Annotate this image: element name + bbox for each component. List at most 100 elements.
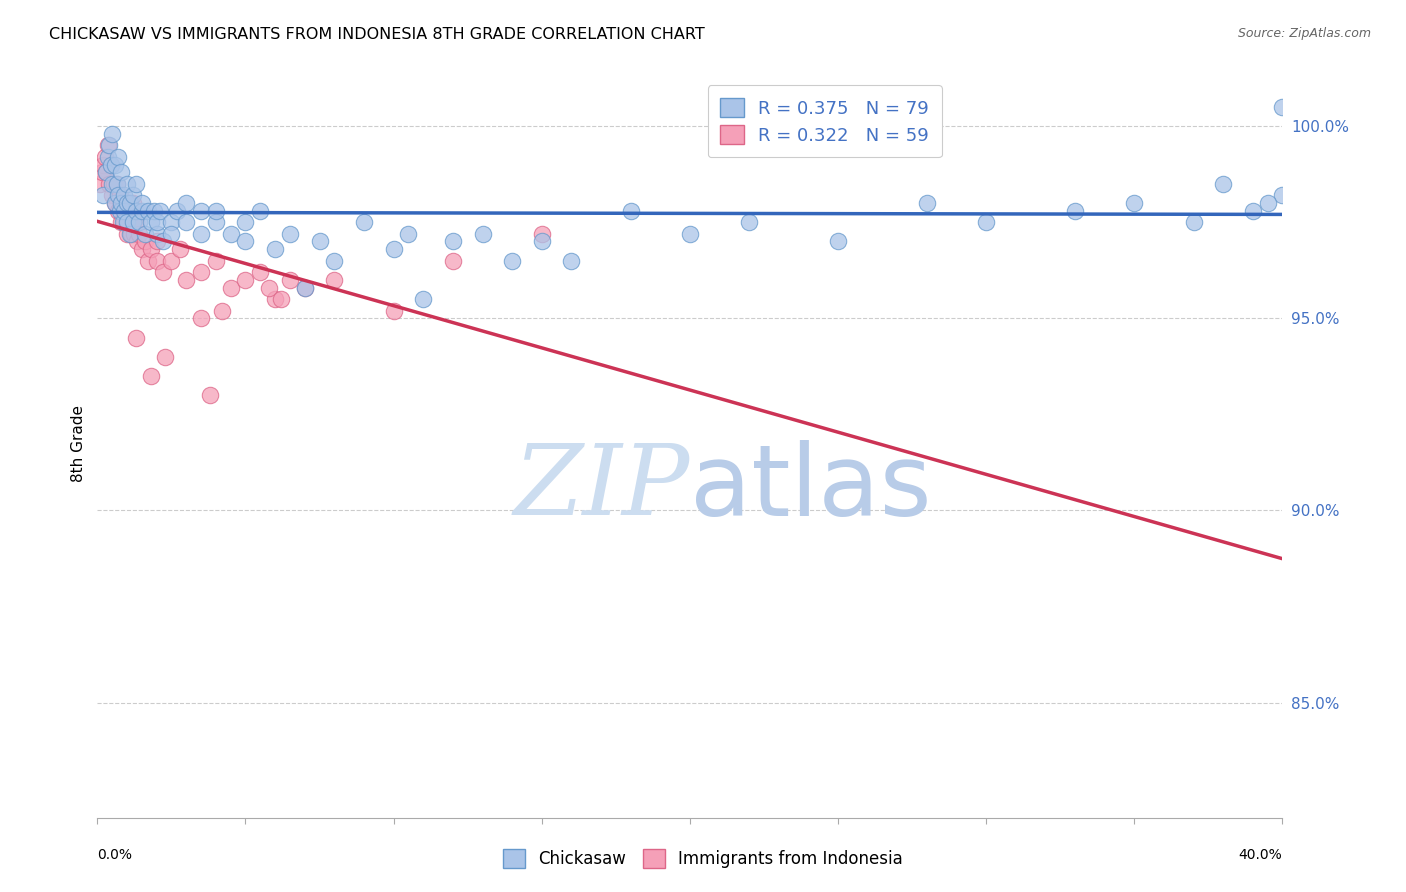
Point	[155, 350, 177, 364]
Point	[211, 303, 233, 318]
Point	[98, 177, 121, 191]
Point	[679, 227, 702, 241]
Point	[97, 138, 120, 153]
Point	[160, 227, 183, 241]
Text: Source: ZipAtlas.com: Source: ZipAtlas.com	[1237, 27, 1371, 40]
Text: CHICKASAW VS IMMIGRANTS FROM INDONESIA 8TH GRADE CORRELATION CHART: CHICKASAW VS IMMIGRANTS FROM INDONESIA 8…	[49, 27, 704, 42]
Point	[145, 235, 167, 249]
Point	[125, 177, 148, 191]
Point	[1257, 196, 1279, 211]
Point	[145, 227, 167, 241]
Point	[104, 196, 127, 211]
Point	[139, 215, 162, 229]
Point	[120, 227, 142, 241]
Point	[294, 280, 316, 294]
Point	[174, 273, 197, 287]
Point	[142, 203, 165, 218]
Point	[160, 215, 183, 229]
Point	[249, 265, 271, 279]
Point	[117, 215, 139, 229]
Point	[101, 188, 124, 202]
Point	[124, 227, 146, 241]
Point	[219, 227, 242, 241]
Point	[560, 253, 582, 268]
Point	[112, 215, 135, 229]
Point	[136, 253, 159, 268]
Point	[115, 196, 138, 211]
Point	[190, 265, 212, 279]
Point	[131, 242, 153, 256]
Point	[98, 138, 121, 153]
Point	[107, 150, 129, 164]
Point	[278, 227, 301, 241]
Point	[111, 196, 134, 211]
Point	[131, 196, 153, 211]
Point	[1212, 177, 1234, 191]
Point	[441, 253, 464, 268]
Point	[530, 235, 553, 249]
Point	[264, 242, 287, 256]
Point	[205, 203, 228, 218]
Point	[96, 165, 118, 179]
Point	[115, 196, 138, 211]
Point	[91, 158, 114, 172]
Point	[471, 227, 494, 241]
Point	[1182, 215, 1205, 229]
Point	[108, 188, 131, 202]
Point	[100, 158, 122, 172]
Point	[111, 215, 134, 229]
Point	[127, 235, 149, 249]
Point	[96, 165, 118, 179]
Point	[90, 165, 112, 179]
Point	[1123, 196, 1146, 211]
Point	[530, 227, 553, 241]
Point	[501, 253, 523, 268]
Point	[1064, 203, 1087, 218]
Point	[136, 203, 159, 218]
Point	[323, 273, 346, 287]
Point	[190, 227, 212, 241]
Point	[205, 253, 228, 268]
Point	[122, 196, 145, 211]
Point	[128, 227, 150, 241]
Point	[169, 242, 191, 256]
Point	[108, 203, 131, 218]
Point	[620, 203, 643, 218]
Point	[97, 150, 120, 164]
Point	[112, 188, 135, 202]
Point	[139, 242, 162, 256]
Point	[160, 253, 183, 268]
Legend: Chickasaw, Immigrants from Indonesia: Chickasaw, Immigrants from Indonesia	[496, 843, 910, 875]
Point	[104, 158, 127, 172]
Text: ZIP: ZIP	[513, 441, 690, 536]
Point	[148, 203, 170, 218]
Point	[174, 196, 197, 211]
Point	[190, 311, 212, 326]
Point	[235, 235, 257, 249]
Y-axis label: 8th Grade: 8th Grade	[72, 405, 86, 482]
Point	[441, 235, 464, 249]
Point	[118, 203, 141, 218]
Point	[412, 292, 434, 306]
Point	[110, 215, 132, 229]
Point	[110, 196, 132, 211]
Point	[112, 203, 135, 218]
Point	[1241, 203, 1264, 218]
Point	[738, 215, 761, 229]
Point	[278, 273, 301, 287]
Point	[122, 188, 145, 202]
Text: 40.0%: 40.0%	[1239, 848, 1282, 863]
Point	[118, 196, 141, 211]
Point	[103, 177, 125, 191]
Point	[264, 292, 287, 306]
Point	[205, 215, 228, 229]
Point	[105, 177, 128, 191]
Point	[134, 227, 156, 241]
Point	[107, 203, 129, 218]
Point	[125, 203, 148, 218]
Point	[101, 177, 124, 191]
Point	[125, 215, 148, 229]
Point	[219, 280, 242, 294]
Point	[382, 303, 405, 318]
Point	[152, 235, 174, 249]
